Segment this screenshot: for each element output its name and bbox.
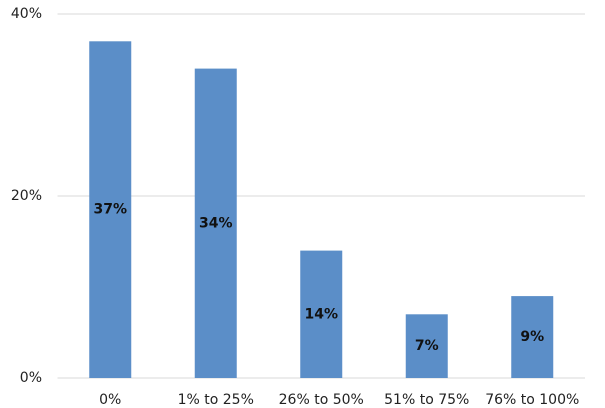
y-tick-label: 20% (11, 188, 42, 204)
value-label: 37% (93, 202, 127, 218)
value-label: 9% (520, 329, 544, 345)
bar (300, 250, 343, 378)
x-tick-label: 1% to 25% (178, 392, 254, 408)
x-tick-label: 76% to 100% (485, 392, 579, 408)
bar (194, 68, 237, 378)
bar (89, 41, 132, 379)
bar (511, 296, 554, 378)
y-tick-label: 40% (11, 6, 42, 22)
value-label: 14% (304, 306, 338, 322)
value-label: 7% (415, 338, 439, 354)
bar (405, 314, 448, 378)
y-tick-label: 0% (20, 370, 42, 386)
x-tick-label: 51% to 75% (384, 392, 469, 408)
value-label: 34% (199, 215, 233, 231)
x-tick-label: 0% (99, 392, 121, 408)
x-tick-label: 26% to 50% (279, 392, 364, 408)
